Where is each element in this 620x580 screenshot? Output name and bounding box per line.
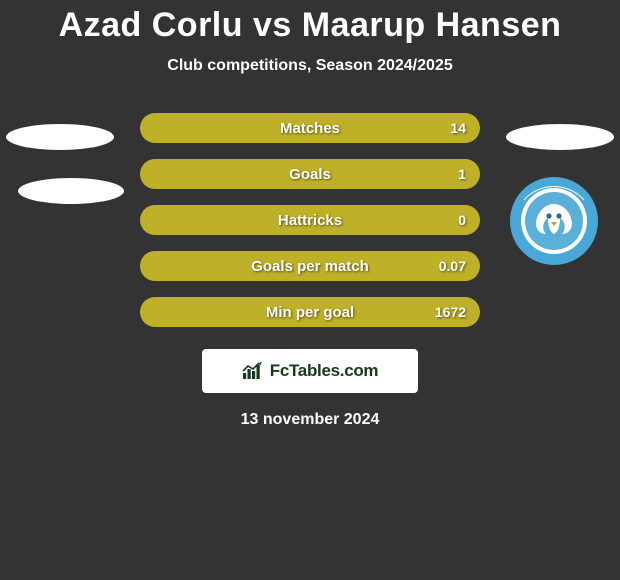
stat-label: Goals per match	[251, 258, 369, 275]
stat-label: Goals	[289, 166, 331, 183]
stat-value: 0.07	[439, 258, 466, 274]
stat-value: 0	[458, 212, 466, 228]
stat-value: 1672	[435, 304, 466, 320]
stat-row-hattricks: Hattricks 0	[140, 205, 480, 235]
stat-value: 1	[458, 166, 466, 182]
stat-row-goals-per-match: Goals per match 0.07	[140, 251, 480, 281]
stat-label: Hattricks	[278, 212, 342, 229]
stat-row-min-per-goal: Min per goal 1672	[140, 297, 480, 327]
bar-chart-icon	[242, 362, 264, 380]
player-right-avatar-placeholder	[506, 124, 614, 150]
stat-label: Matches	[280, 120, 340, 137]
player-left-club-placeholder	[18, 178, 124, 204]
stats-list: Matches 14 Goals 1 Hattricks 0 Goals per…	[140, 113, 480, 327]
snapshot-date: 13 november 2024	[0, 411, 620, 429]
season-subtitle: Club competitions, Season 2024/2025	[0, 57, 620, 75]
player-right-club-logo	[504, 176, 604, 266]
stat-row-goals: Goals 1	[140, 159, 480, 189]
promo-text: FcTables.com	[270, 361, 379, 381]
comparison-title: Azad Corlu vs Maarup Hansen	[0, 0, 620, 45]
stat-label: Min per goal	[266, 304, 354, 321]
fctables-promo[interactable]: FcTables.com	[202, 349, 418, 393]
stat-value: 14	[450, 120, 466, 136]
stat-row-matches: Matches 14	[140, 113, 480, 143]
player-left-avatar-placeholder	[6, 124, 114, 150]
